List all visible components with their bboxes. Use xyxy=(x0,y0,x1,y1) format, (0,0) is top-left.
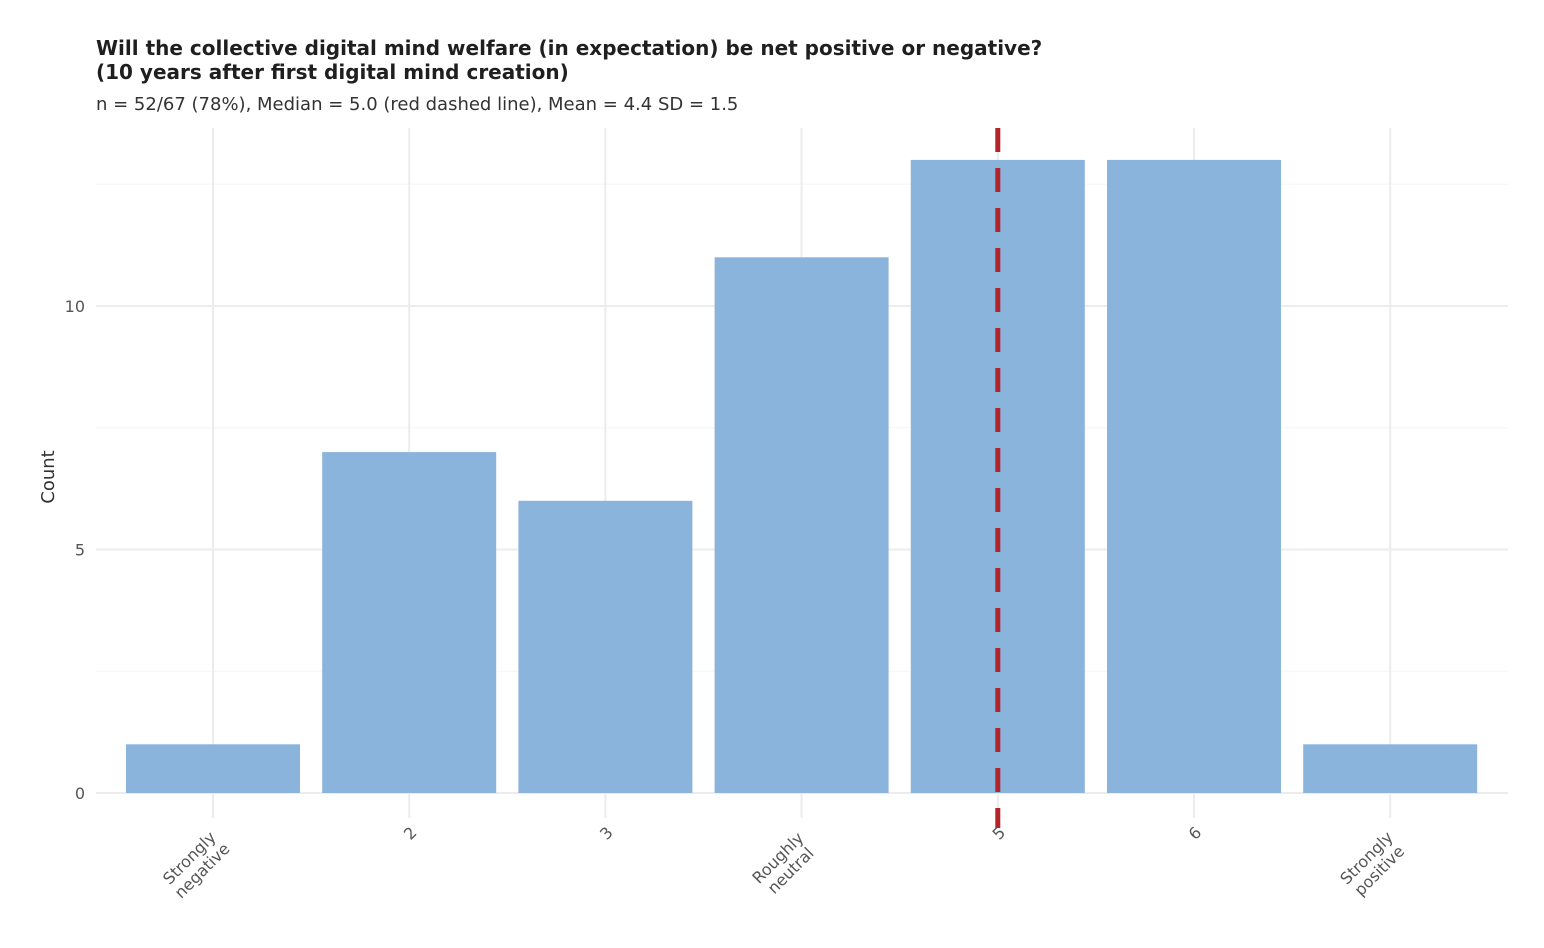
x-tick-text: 3 xyxy=(596,823,617,844)
y-tick-label: 5 xyxy=(75,541,85,560)
x-tick-label: Roughlyneutral xyxy=(748,828,820,900)
bar xyxy=(518,500,693,793)
bar xyxy=(322,452,497,793)
bar xyxy=(126,744,300,793)
y-axis-label: Count xyxy=(38,450,59,503)
x-tick-label: Stronglynegative xyxy=(158,826,234,902)
x-tick-text: Roughlyneutral xyxy=(748,828,820,900)
x-tick-label: Stronglypositive xyxy=(1336,828,1409,901)
y-tick-label: 10 xyxy=(65,297,85,316)
chart-title-line-2: (10 years after first digital mind creat… xyxy=(96,60,569,84)
x-tick-text: 6 xyxy=(1185,823,1206,844)
y-tick-label: 0 xyxy=(75,784,85,803)
x-tick-text: Stronglypositive xyxy=(1336,828,1409,901)
chart-title-line-1: Will the collective digital mind welfare… xyxy=(96,36,1043,60)
y-axis-ticks: 0 5 10 xyxy=(65,297,85,803)
bar xyxy=(714,257,889,793)
chart-subtitle: n = 52/67 (78%), Median = 5.0 (red dashe… xyxy=(96,94,739,115)
x-tick-label: 2 xyxy=(400,823,421,844)
x-tick-label: 6 xyxy=(1185,823,1206,844)
bar xyxy=(1107,159,1281,793)
x-tick-label: 3 xyxy=(596,823,617,844)
bar-layer xyxy=(126,159,1478,793)
title-block: Will the collective digital mind welfare… xyxy=(96,36,1042,115)
x-tick-text: 2 xyxy=(400,823,421,844)
bar xyxy=(1303,744,1478,793)
x-tick-text: Stronglynegative xyxy=(158,826,234,902)
